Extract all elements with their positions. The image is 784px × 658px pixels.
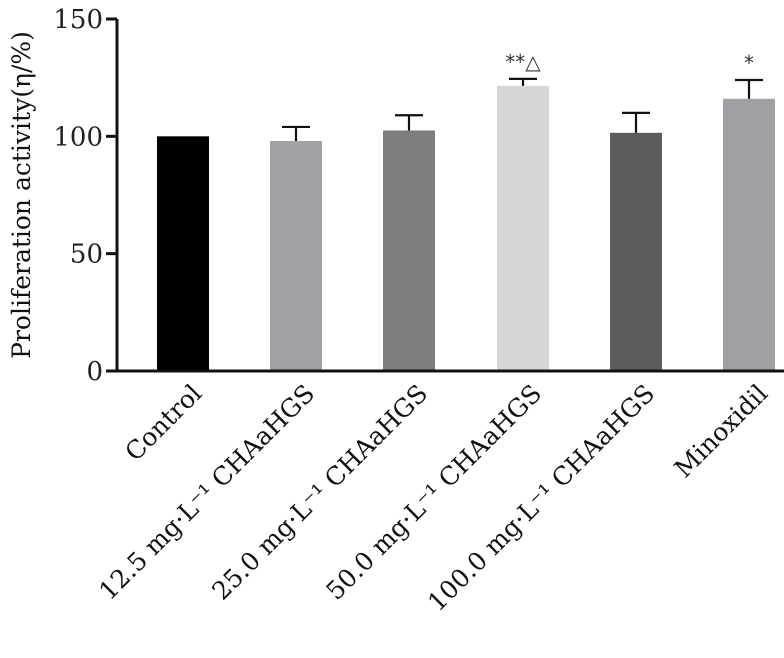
y-axis-label: Proliferation activity(η/%)	[7, 31, 36, 359]
bar-4	[497, 85, 549, 371]
y-tick-label-50: 50	[70, 240, 103, 270]
bar-6	[723, 98, 775, 371]
x-tick-label-6: Minoxidil	[669, 379, 774, 484]
bar-2	[270, 141, 322, 371]
bar-5	[610, 132, 662, 371]
significance-label-6: *	[744, 51, 754, 75]
y-axis: Proliferation activity(η/%) 0 50 100 150	[7, 5, 119, 387]
y-tick-label-150: 150	[53, 5, 103, 35]
x-tick-label-4: 50.0 mg·L⁻¹ CHAaHGS	[320, 379, 547, 606]
x-tick-label-5: 100.0 mg·L⁻¹ CHAaHGS	[422, 379, 660, 617]
x-tick-label-3: 25.0 mg·L⁻¹ CHAaHGS	[206, 379, 433, 606]
bar-3	[383, 130, 435, 371]
bar-1	[157, 136, 209, 371]
x-tick-label-2: 12.5 mg·L⁻¹ CHAaHGS	[93, 379, 320, 606]
significance-label-4: **△	[505, 50, 541, 74]
y-tick-label-0: 0	[86, 357, 103, 387]
y-tick-label-100: 100	[53, 122, 103, 152]
x-tick-label-1: Control	[119, 379, 207, 467]
plot-area: **△ *	[157, 50, 775, 371]
